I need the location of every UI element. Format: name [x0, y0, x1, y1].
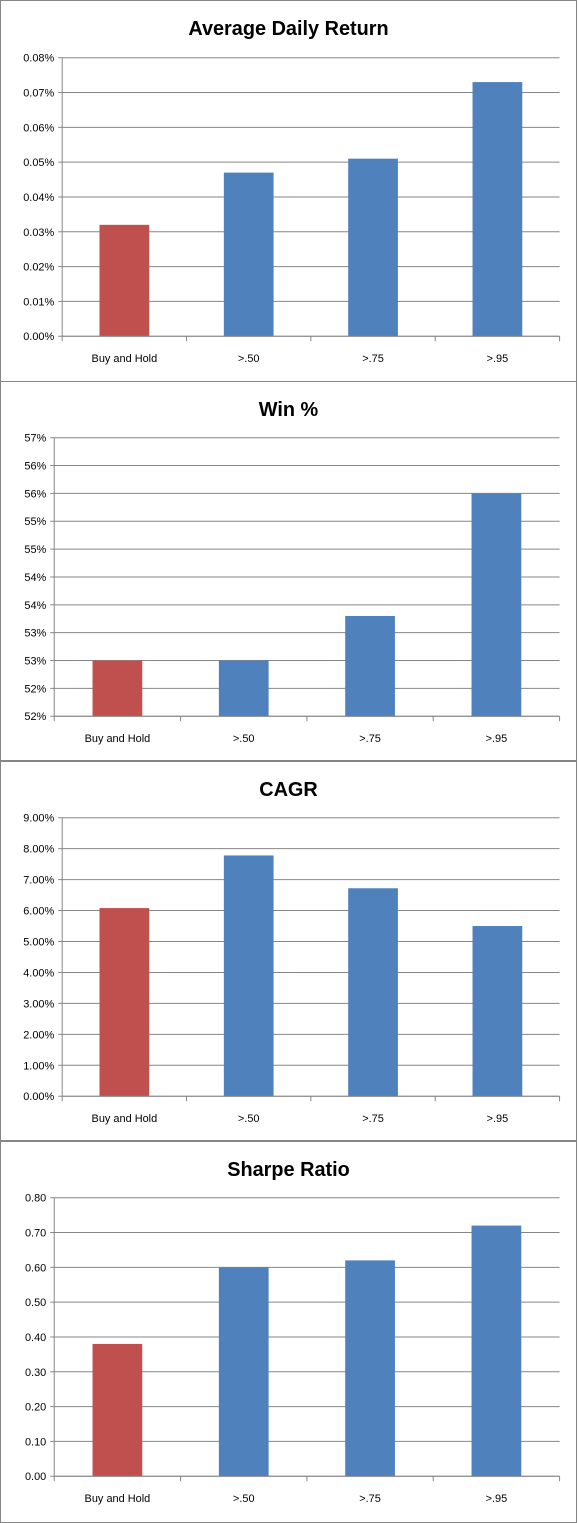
y-tick-label: 53%	[24, 628, 46, 640]
x-tick-label: >.50	[238, 353, 260, 365]
y-tick-label: 6.00%	[23, 906, 54, 918]
x-tick-label: >.95	[487, 353, 509, 365]
bar-buy-and-hold	[92, 660, 143, 717]
x-tick-label: >.95	[486, 1493, 508, 1505]
x-tick-label: >.50	[233, 1493, 255, 1505]
y-tick-label: 5.00%	[23, 936, 54, 948]
y-tick-label: 55%	[24, 544, 46, 556]
x-tick-label: Buy and Hold	[85, 1493, 151, 1505]
bar-gt75	[348, 888, 398, 1097]
chart-title: Sharpe Ratio	[227, 1159, 350, 1181]
y-tick-label: 0.70	[25, 1228, 46, 1240]
y-tick-label: 56%	[24, 488, 46, 500]
bar-buy-and-hold	[99, 224, 150, 337]
y-tick-label: 0.20	[25, 1402, 46, 1414]
x-tick-label: >.75	[359, 733, 381, 745]
chart-svg-sharpe-ratio: Sharpe Ratio 0.00 0.10 0.20 0.30 0.40 0.50 0.60…	[25, 1159, 561, 1505]
chart-cagr: CAGR 0.00% 1.00% 2.00% 3.00% 4.00% 5.00% 6.00% 7…	[0, 761, 577, 1141]
x-tick-label: >.50	[233, 733, 255, 745]
y-tick-label: 0.60	[25, 1262, 46, 1274]
y-tick-label: 0.00%	[23, 331, 54, 343]
y-tick-label: 2.00%	[23, 1029, 54, 1041]
y-tick-label: 52%	[24, 711, 46, 723]
bar-gt50	[223, 855, 274, 1097]
y-tick-label: 9.00%	[23, 813, 54, 825]
chart-average-daily-return: Average Daily Return 0.00% 0.01% 0.02% 0.03%…	[0, 0, 577, 382]
y-tick-label: 0.05%	[23, 157, 54, 169]
y-tick-label: 0.00	[25, 1471, 46, 1483]
chart-svg-win-percent: Win % 52% 52% 53% 53% 54% 54% 55% 55% 56% 56% 57% Bu…	[24, 399, 561, 745]
y-tick-label: 54%	[24, 600, 46, 612]
x-tick-label: >.95	[487, 1113, 509, 1125]
y-tick-label: 8.00%	[23, 844, 54, 856]
y-tick-label: 7.00%	[23, 875, 54, 887]
y-tick-label: 0.06%	[23, 122, 54, 134]
bar-gt95	[471, 1225, 522, 1477]
chart-svg-average-daily-return: Average Daily Return 0.00% 0.01% 0.02% 0.03%…	[23, 18, 561, 365]
x-tick-label: Buy and Hold	[85, 733, 151, 745]
bar-buy-and-hold	[92, 1343, 143, 1477]
y-tick-label: 0.30	[25, 1367, 46, 1379]
x-tick-label: Buy and Hold	[92, 353, 158, 365]
chart-title: Average Daily Return	[188, 18, 388, 40]
y-tick-label: 0.00%	[23, 1091, 54, 1103]
bar-gt75	[348, 158, 398, 337]
x-tick-label: Buy and Hold	[92, 1113, 158, 1125]
bar-gt95	[472, 926, 523, 1097]
bar-gt75	[345, 615, 395, 717]
y-tick-label: 0.04%	[23, 192, 54, 204]
y-tick-label: 0.10	[25, 1436, 46, 1448]
y-tick-label: 57%	[24, 433, 46, 445]
y-tick-label: 1.00%	[23, 1060, 54, 1072]
chart-win-percent: Win % 52% 52% 53% 53% 54% 54% 55% 55% 56% 56% 57% Bu…	[0, 381, 577, 761]
bar-gt95	[472, 82, 523, 337]
y-tick-label: 53%	[24, 656, 46, 668]
bar-gt50	[218, 660, 269, 717]
y-tick-label: 54%	[24, 572, 46, 584]
y-tick-label: 0.02%	[23, 262, 54, 274]
y-tick-label: 0.80	[25, 1193, 46, 1205]
x-tick-label: >.95	[486, 733, 508, 745]
bar-gt50	[218, 1267, 269, 1477]
x-tick-label: >.50	[238, 1113, 260, 1125]
chart-svg-cagr: CAGR 0.00% 1.00% 2.00% 3.00% 4.00% 5.00% 6.00% 7…	[23, 779, 561, 1125]
chart-title: CAGR	[259, 779, 318, 801]
y-tick-label: 56%	[24, 461, 46, 473]
y-tick-label: 0.01%	[23, 296, 54, 308]
x-tick-label: >.75	[359, 1493, 381, 1505]
y-tick-label: 0.03%	[23, 227, 54, 239]
bar-gt50	[223, 172, 274, 337]
x-tick-label: >.75	[362, 1113, 384, 1125]
y-tick-label: 0.40	[25, 1332, 46, 1344]
y-tick-label: 55%	[24, 516, 46, 528]
y-tick-label: 0.07%	[23, 87, 54, 99]
y-tick-label: 4.00%	[23, 967, 54, 979]
chart-title: Win %	[259, 399, 319, 421]
bar-gt75	[345, 1260, 395, 1477]
x-tick-label: >.75	[362, 353, 384, 365]
y-tick-label: 0.08%	[23, 53, 54, 65]
y-tick-label: 52%	[24, 683, 46, 695]
y-tick-label: 0.50	[25, 1297, 46, 1309]
bar-buy-and-hold	[99, 908, 150, 1097]
bar-gt95	[471, 493, 522, 717]
y-tick-label: 3.00%	[23, 998, 54, 1010]
chart-sharpe-ratio: Sharpe Ratio 0.00 0.10 0.20 0.30 0.40 0.50 0.60…	[0, 1141, 577, 1523]
